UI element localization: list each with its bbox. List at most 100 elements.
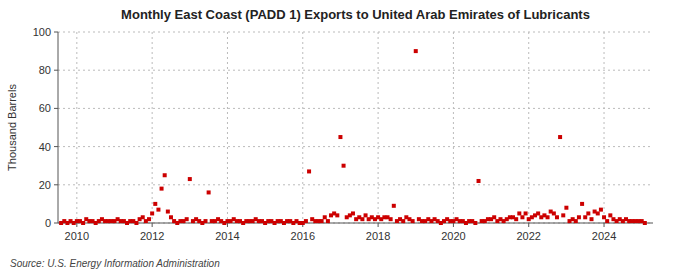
point (304, 219, 308, 223)
x-tick-label: 2016 (291, 230, 315, 242)
x-tick (76, 223, 77, 227)
point (586, 211, 590, 215)
point (546, 215, 550, 219)
point (185, 217, 189, 221)
point (599, 208, 603, 212)
x-tick-label: 2024 (592, 230, 616, 242)
points (59, 49, 647, 225)
point (134, 221, 138, 225)
x-grid-line (302, 32, 303, 223)
y-tick (54, 146, 58, 147)
point (561, 213, 565, 217)
chart: 0 20 40 60 80 100 2010 2012 2014 2016 2018 2020 2022… (0, 0, 675, 275)
y-tick (54, 108, 58, 109)
x-tick (227, 223, 228, 227)
point (602, 215, 606, 219)
point (608, 213, 612, 217)
point (335, 213, 339, 217)
point (169, 215, 173, 219)
point (147, 217, 151, 221)
point (401, 219, 405, 223)
point (517, 211, 521, 215)
y-tick (54, 223, 58, 224)
point (351, 211, 355, 215)
point (558, 135, 562, 139)
point (392, 204, 396, 208)
y-axis-line (58, 32, 59, 223)
point (141, 215, 145, 219)
x-grid-line (453, 32, 454, 223)
point (163, 173, 167, 177)
point (524, 211, 528, 215)
y-tick-label: 20 (39, 179, 51, 191)
point (605, 219, 609, 223)
x-grid-line (604, 32, 605, 223)
point (520, 215, 524, 219)
x-tick-label: 2018 (366, 230, 390, 242)
x-tick-label: 2020 (441, 230, 465, 242)
point (307, 169, 311, 173)
point (643, 221, 647, 225)
point (574, 219, 578, 223)
point (389, 217, 393, 221)
x-tick-label: 2014 (215, 230, 239, 242)
point (207, 190, 211, 194)
y-tick (54, 70, 58, 71)
point (360, 217, 364, 221)
x-tick-label: 2010 (65, 230, 89, 242)
y-tick-label: 80 (39, 64, 51, 76)
y-grid-line (58, 32, 653, 33)
y-axis-label: Thousand Barrels (6, 84, 18, 171)
point (150, 211, 154, 215)
point (414, 49, 418, 53)
point (364, 213, 368, 217)
y-grid-line (58, 108, 653, 109)
y-tick-label: 100 (33, 26, 51, 38)
x-tick (378, 223, 379, 227)
point (580, 202, 584, 206)
x-tick (453, 223, 454, 227)
point (411, 219, 415, 223)
point (492, 215, 496, 219)
point (583, 215, 587, 219)
x-grid-line (378, 32, 379, 223)
point (188, 177, 192, 181)
y-grid-line (58, 70, 653, 71)
point (477, 179, 481, 183)
point (577, 215, 581, 219)
y-tick-label: 0 (45, 217, 51, 229)
x-tick (604, 223, 605, 227)
x-grid-line (152, 32, 153, 223)
source-note: Source: U.S. Energy Information Administ… (10, 258, 220, 269)
point (596, 211, 600, 215)
x-grid-line (76, 32, 77, 223)
x-tick-label: 2022 (516, 230, 540, 242)
point (320, 219, 324, 223)
point (536, 211, 540, 215)
point (204, 219, 208, 223)
grid (58, 32, 653, 223)
x-tick (528, 223, 529, 227)
y-tick-label: 60 (39, 102, 51, 114)
point (590, 217, 594, 221)
y-grid-line (58, 184, 653, 185)
y-grid-line (58, 146, 653, 147)
point (514, 217, 518, 221)
point (473, 221, 477, 225)
y-tick (54, 32, 58, 33)
point (153, 202, 157, 206)
point (160, 187, 164, 191)
point (323, 215, 327, 219)
point (338, 135, 342, 139)
point (342, 164, 346, 168)
title: Monthly East Coast (PADD 1) Exports to U… (121, 7, 590, 22)
y-tick-label: 40 (39, 141, 51, 153)
point (564, 206, 568, 210)
y-tick (54, 184, 58, 185)
point (166, 210, 170, 214)
x-tick-label: 2012 (140, 230, 164, 242)
point (552, 211, 556, 215)
x-tick (152, 223, 153, 227)
point (555, 215, 559, 219)
x-grid-line (227, 32, 228, 223)
